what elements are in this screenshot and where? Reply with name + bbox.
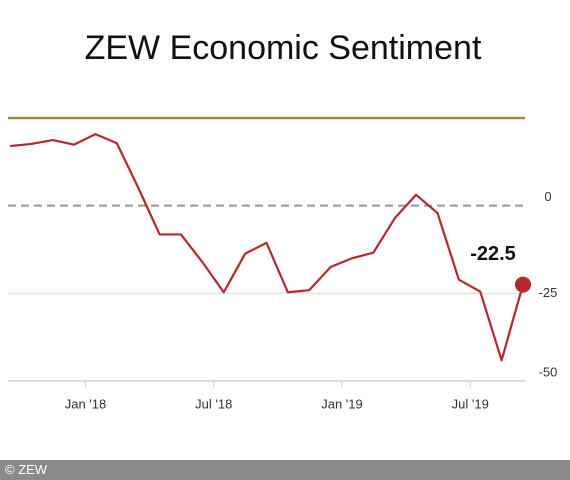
y-tick-label: 0 — [544, 189, 551, 204]
y-tick-label: -50 — [539, 364, 558, 379]
annotation: -22.5 — [470, 243, 516, 265]
chart-title: ZEW Economic Sentiment — [85, 29, 482, 67]
footer: © ZEW — [0, 460, 570, 480]
y-tick-label: -25 — [539, 285, 558, 300]
x-tick-label: Jul '18 — [195, 396, 232, 411]
last-point — [515, 276, 531, 293]
series-line — [9, 133, 525, 362]
x-tick-label: Jul '19 — [452, 396, 489, 411]
chart: ZEW Economic Sentiment 0 -25 -50 Jan '18 Jul… — [8, 29, 558, 411]
x-tick-label: Jan '19 — [321, 396, 363, 411]
x-tick-label: Jan '18 — [65, 396, 107, 411]
